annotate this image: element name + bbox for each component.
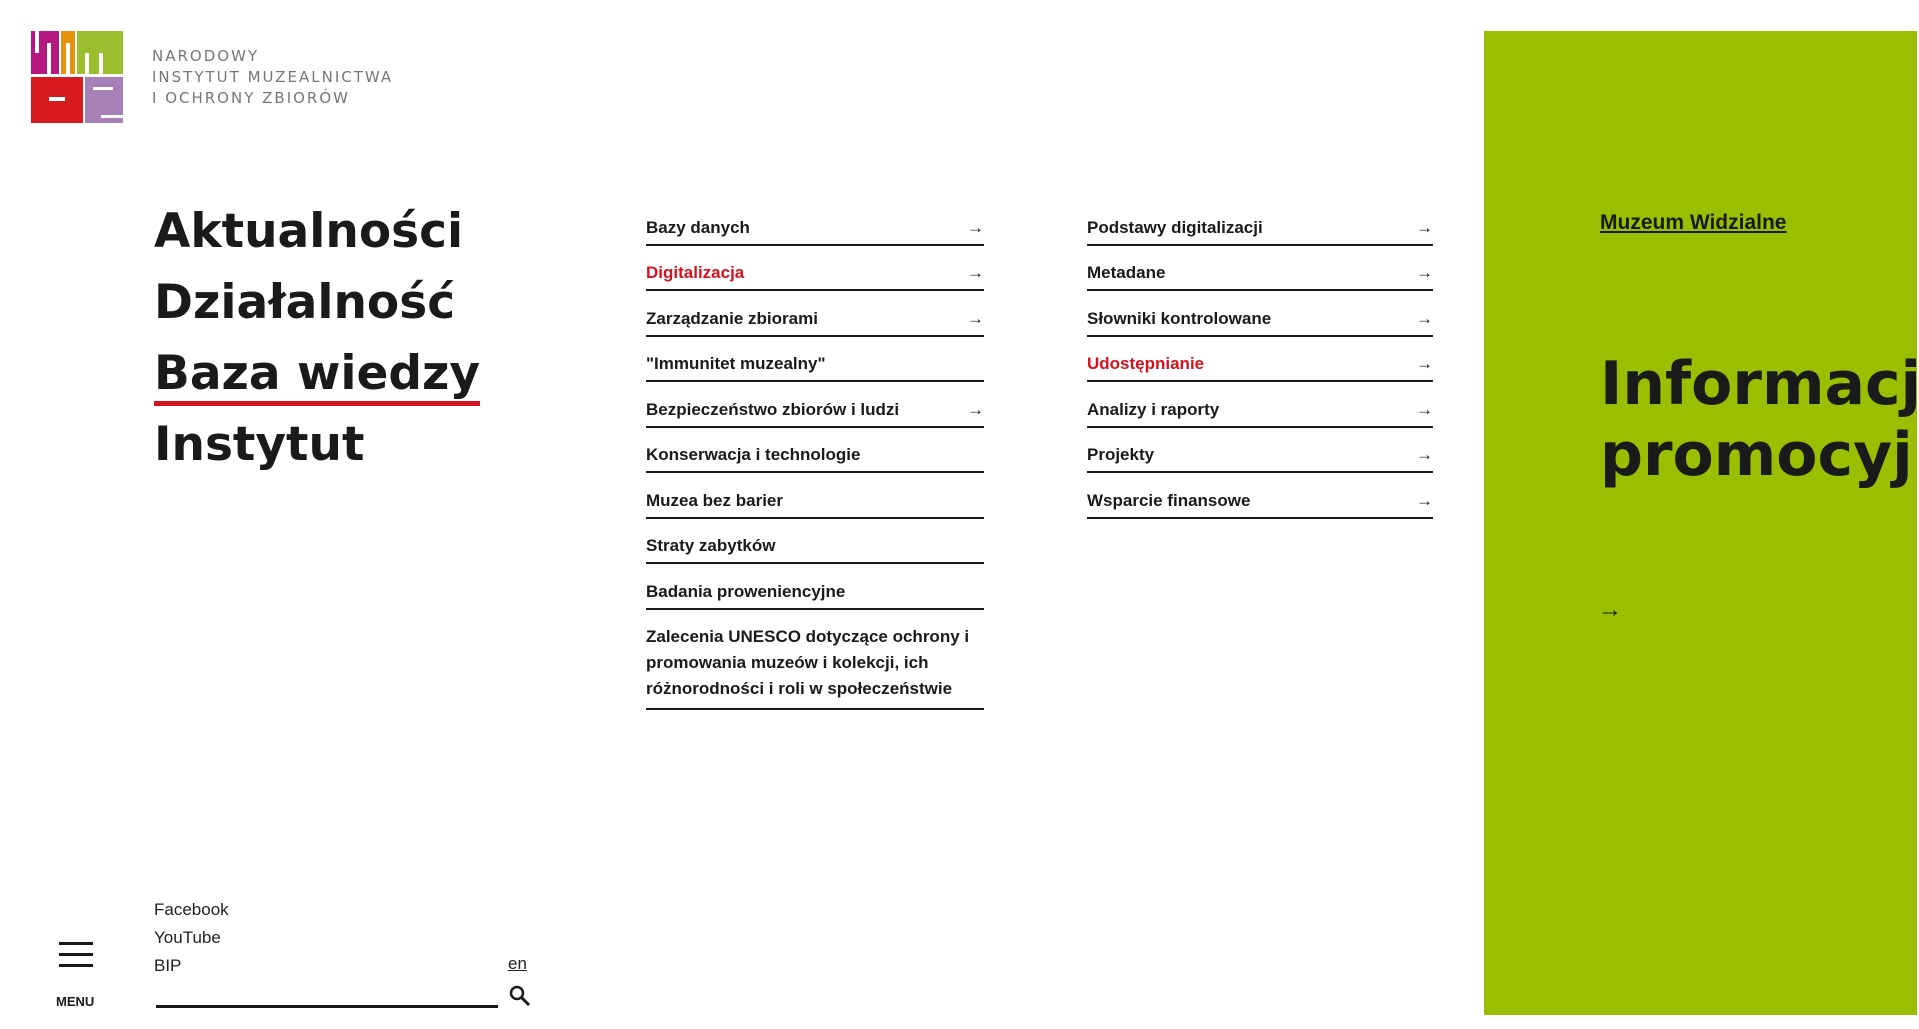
submenu-item[interactable]: Zarządzanie zbiorami → xyxy=(646,291,984,337)
arrow-right-icon: → xyxy=(967,308,984,328)
submenu-item[interactable]: Wsparcie finansowe → xyxy=(1087,473,1433,519)
submenu-item[interactable]: "Immunitet muzealny" xyxy=(646,337,984,382)
submenu-item-label: Digitalizacja xyxy=(646,263,745,282)
submenu-item[interactable]: Analizy i raporty → xyxy=(1087,382,1433,428)
submenu-item-label: Wsparcie finansowe xyxy=(1087,490,1251,510)
arrow-right-icon: → xyxy=(1416,490,1433,510)
submenu-item[interactable]: Digitalizacja → xyxy=(646,246,984,291)
submenu-item-label: Udostępnianie xyxy=(1087,354,1205,373)
logo-line: INSTYTUT MUZEALNICTWA xyxy=(152,68,394,86)
search-icon[interactable] xyxy=(508,984,532,1008)
submenu-item-label: Podstawy digitalizacji xyxy=(1087,217,1263,237)
language-switch[interactable]: en xyxy=(508,954,527,973)
submenu-item[interactable]: Straty zabytków xyxy=(646,519,984,564)
arrow-right-icon: → xyxy=(1416,399,1433,419)
nimoz-logo[interactable] xyxy=(31,31,123,123)
main-nav-instytut[interactable]: Instytut xyxy=(154,417,365,472)
promo-title-line: Informacje xyxy=(1600,349,1917,419)
submenu-item[interactable]: Słowniki kontrolowane → xyxy=(1087,291,1433,337)
submenu-item-label: Bezpieczeństwo zbiorów i ludzi xyxy=(646,399,900,419)
bip-link[interactable]: BIP xyxy=(154,956,182,975)
main-nav-baza-wiedzy[interactable]: Baza wiedzy xyxy=(154,338,481,409)
submenu-item-label: Metadane xyxy=(1087,263,1166,282)
arrow-right-icon: → xyxy=(967,399,984,419)
main-nav-aktualnosci[interactable]: Aktualności xyxy=(154,204,464,259)
submenu-item-label: Badania proweniencyjne xyxy=(646,581,846,601)
submenu-item[interactable]: Podstawy digitalizacji → xyxy=(1087,200,1433,246)
youtube-link[interactable]: YouTube xyxy=(154,928,221,947)
facebook-link[interactable]: Facebook xyxy=(154,900,229,919)
search-input[interactable] xyxy=(156,980,498,1008)
logo-line: NARODOWY xyxy=(152,47,260,65)
submenu-item-label: "Immunitet muzealny" xyxy=(646,354,826,373)
main-nav-dzialalnosc[interactable]: Działalność xyxy=(154,275,456,330)
submenu-column-1: Bazy danych → Digitalizacja → Zarządzanie zb… xyxy=(646,200,984,710)
submenu-item[interactable]: Zalecenia UNESCO dotyczące ochrony i pro… xyxy=(646,610,984,710)
menu-label[interactable]: MENU xyxy=(56,994,95,1009)
arrow-right-icon: → xyxy=(1416,308,1433,328)
submenu-item-label: Straty zabytków xyxy=(646,536,776,555)
submenu-item[interactable]: Bezpieczeństwo zbiorów i ludzi → xyxy=(646,382,984,428)
promo-title-line: promocyjne xyxy=(1600,420,1917,490)
social-links: Facebook YouTube BIP xyxy=(154,896,229,980)
submenu-item[interactable]: Konserwacja i technologie xyxy=(646,428,984,473)
submenu-item[interactable]: Badania proweniencyjne xyxy=(646,564,984,610)
submenu-item-label: Zalecenia UNESCO dotyczące ochrony i pro… xyxy=(646,626,970,698)
promo-panel: Muzeum Widzialne Informacje promocyjne → xyxy=(1484,31,1917,1015)
muzeum-widzialne-link[interactable]: Muzeum Widzialne xyxy=(1600,211,1787,234)
arrow-right-icon: → xyxy=(1416,217,1433,237)
arrow-right-icon: → xyxy=(1416,354,1433,373)
logo-line: I OCHRONY ZBIORÓW xyxy=(152,89,350,107)
arrow-right-icon[interactable]: → xyxy=(1598,596,1622,623)
submenu-item[interactable]: Projekty → xyxy=(1087,428,1433,473)
hamburger-icon[interactable] xyxy=(59,942,93,975)
arrow-right-icon: → xyxy=(967,217,984,237)
submenu-item-label: Projekty xyxy=(1087,445,1155,464)
submenu-item[interactable]: Udostępnianie → xyxy=(1087,337,1433,382)
submenu-item-label: Zarządzanie zbiorami xyxy=(646,308,818,328)
main-nav: Aktualności Działalność Baza wiedzy Inst… xyxy=(154,196,481,480)
logo-text: NARODOWY INSTYTUT MUZEALNICTWA I OCHRONY… xyxy=(152,46,393,109)
submenu-item[interactable]: Metadane → xyxy=(1087,246,1433,291)
submenu-item[interactable]: Muzea bez barier xyxy=(646,473,984,519)
submenu-item-label: Słowniki kontrolowane xyxy=(1087,308,1272,328)
submenu-column-2: Podstawy digitalizacji → Metadane → Słowniki… xyxy=(1087,200,1433,519)
arrow-right-icon: → xyxy=(1416,445,1433,464)
submenu-item-label: Konserwacja i technologie xyxy=(646,445,861,464)
submenu-item-label: Bazy danych xyxy=(646,217,750,237)
submenu-item[interactable]: Bazy danych → xyxy=(646,200,984,246)
submenu-item-label: Muzea bez barier xyxy=(646,490,783,510)
arrow-right-icon: → xyxy=(1416,263,1433,282)
promo-title[interactable]: Informacje promocyjne xyxy=(1600,349,1917,491)
submenu-item-label: Analizy i raporty xyxy=(1087,399,1220,419)
arrow-right-icon: → xyxy=(967,263,984,282)
